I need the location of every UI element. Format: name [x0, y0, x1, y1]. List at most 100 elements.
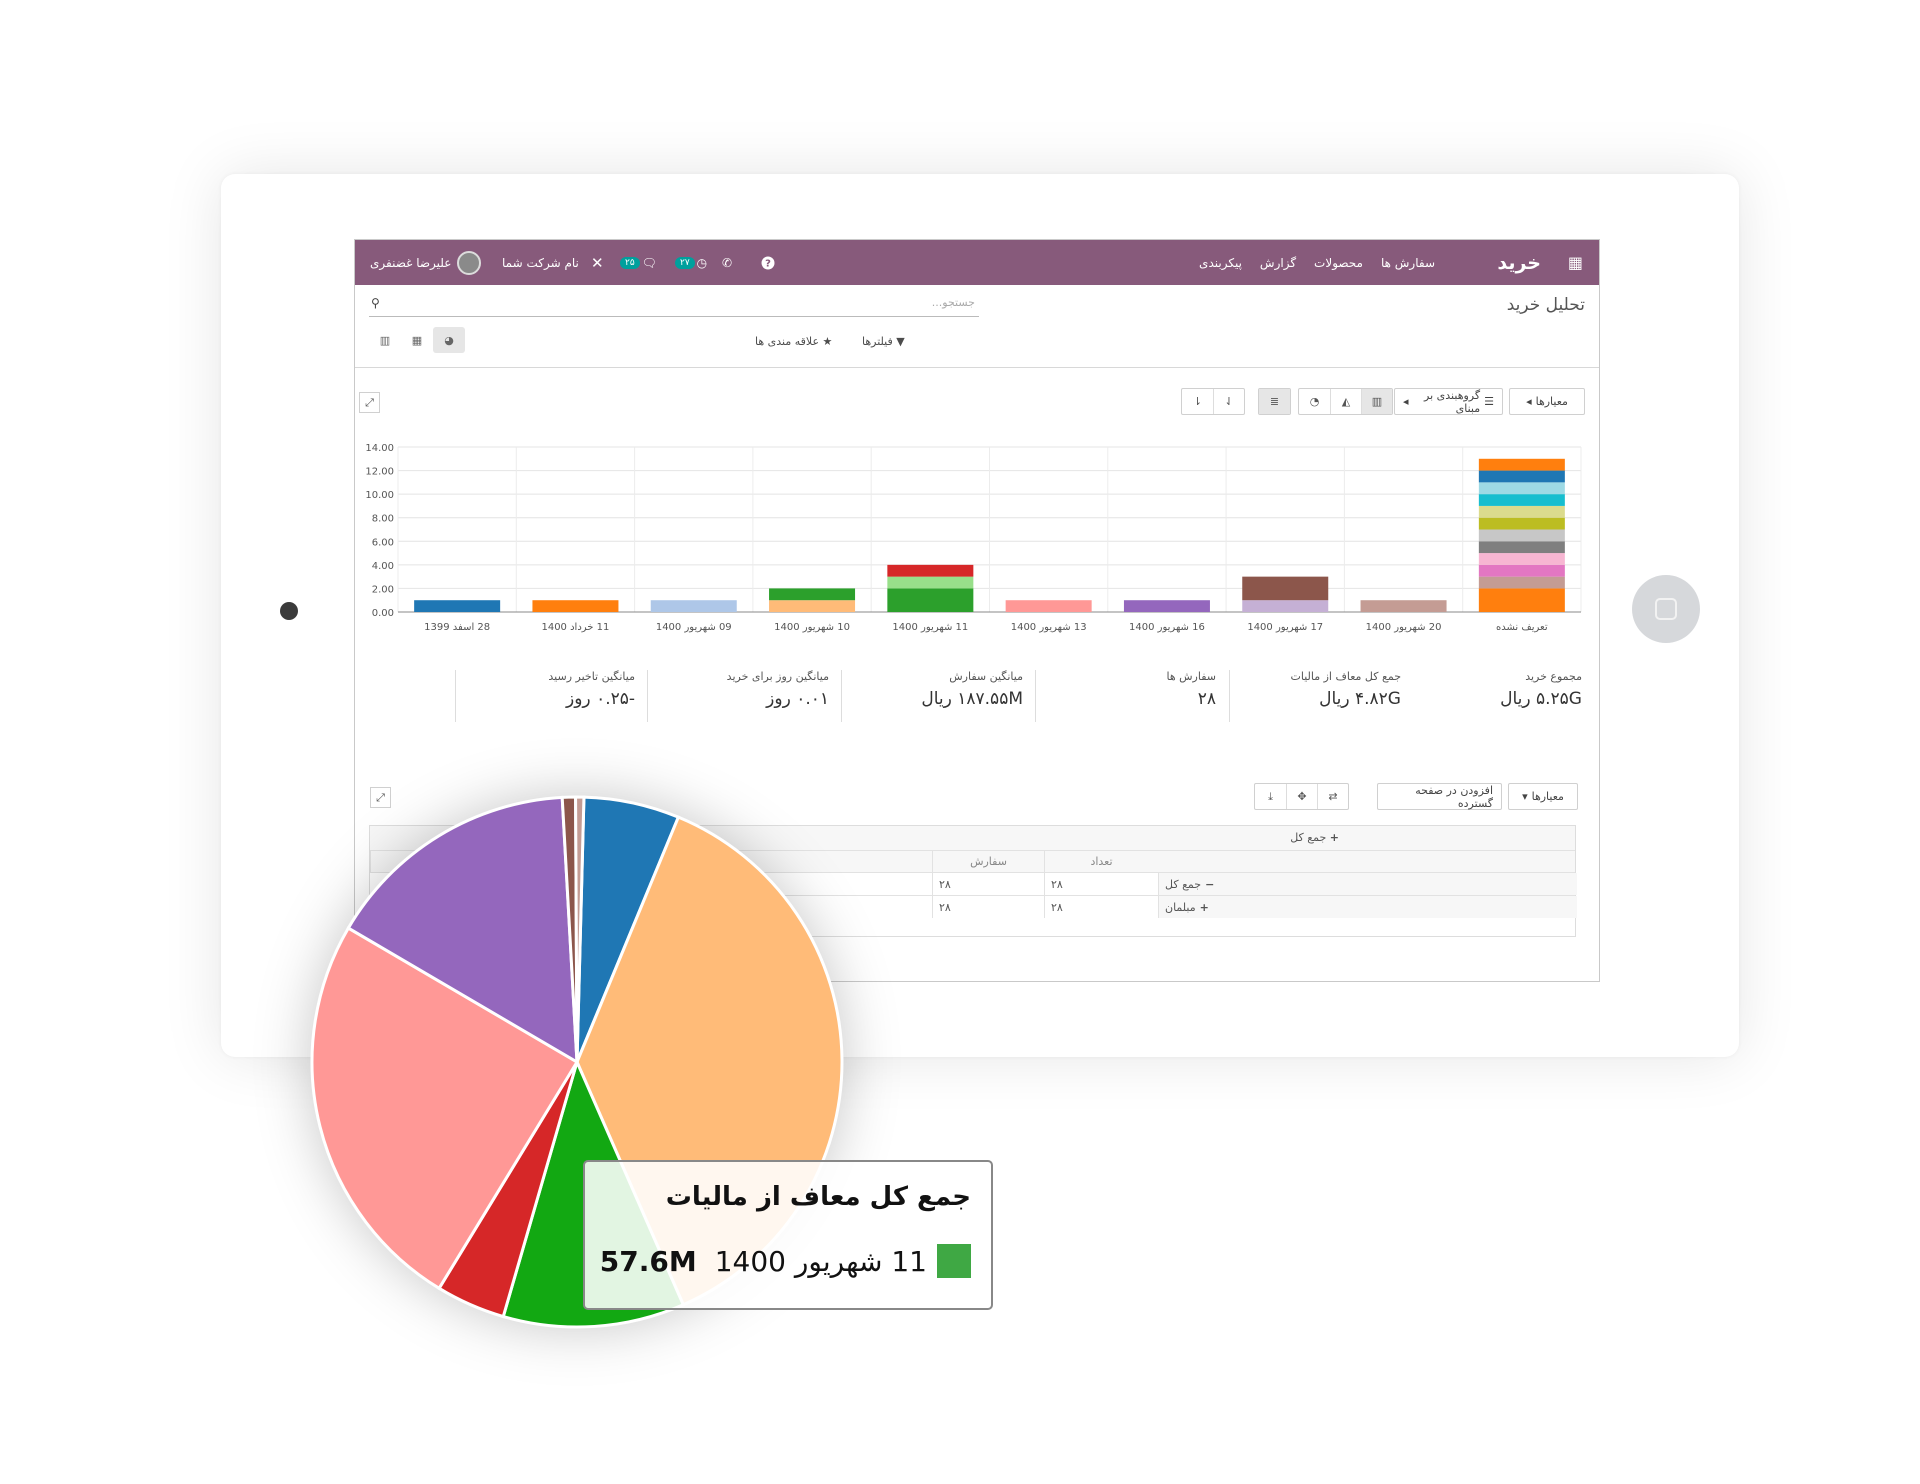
cell-qty: ۲۸	[1044, 873, 1158, 895]
menu-products[interactable]: محصولات	[1314, 255, 1363, 270]
app-brand[interactable]: خرید	[1497, 251, 1541, 274]
menu-orders[interactable]: سفارش ها	[1380, 255, 1435, 270]
close-icon[interactable]: ✕	[591, 253, 604, 272]
caret-left-icon: ◂	[1526, 395, 1532, 408]
bar-segment	[650, 600, 737, 612]
pivot-view-icon[interactable]: ▦	[411, 333, 423, 347]
pivot-expand-icon[interactable]: ⤢	[370, 787, 391, 808]
phone-icon[interactable]: ✆	[722, 255, 733, 270]
minus-icon: −	[1205, 877, 1215, 891]
tablet-camera	[280, 602, 298, 620]
pivot-actions-group: ⤓ ✥ ⇄	[1254, 783, 1349, 810]
kpi-label: میانگین سفارش	[949, 670, 1023, 683]
sort-desc-icon[interactable]: ⇂	[1192, 395, 1203, 408]
activity-button[interactable]: ۲۷ ◷	[675, 240, 707, 285]
col-header-orders: سفارش	[932, 851, 1044, 872]
insert-spreadsheet-label: افزودن در صفحه گسترده	[1415, 783, 1493, 810]
y-tick-label: 6.00	[372, 537, 394, 548]
kpi-value: -۰.۲۵ روز	[566, 689, 635, 709]
sort-asc-icon[interactable]: ⇃	[1213, 389, 1244, 414]
graph-measures-button[interactable]: معیارها ◂	[1509, 388, 1585, 415]
bar-chart-icon[interactable]: ▥	[1361, 389, 1392, 414]
kpi-label: مجموع خرید	[1525, 670, 1582, 683]
pie-slice	[574, 795, 586, 1063]
kpi-orders: سفارش ها ۲۸	[1035, 670, 1216, 722]
bar-segment	[1478, 470, 1565, 483]
kpi-value: ۵.۲۵G ریال	[1500, 689, 1582, 709]
expand-icon[interactable]: ⤢	[359, 392, 380, 413]
chat-icon: 🗨	[641, 255, 657, 270]
x-tick-label: 17 شهریور 1400	[1247, 622, 1323, 633]
bar-segment	[769, 588, 856, 601]
y-tick-label: 10.00	[365, 490, 394, 501]
kpi-value: ۴.۸۲G ریال	[1319, 689, 1401, 709]
tooltip-row: 11 شهریور 1400 57.6M	[600, 1244, 971, 1278]
pivot-col-total[interactable]: + جمع کل	[1290, 831, 1339, 844]
star-icon: ★	[822, 335, 833, 348]
bar-segment	[1478, 588, 1565, 612]
home-square-icon	[1655, 598, 1677, 620]
search-input[interactable]: ⚲ جستجو...	[369, 293, 979, 317]
bar-segment	[1005, 600, 1092, 612]
download-icon[interactable]: ⤓	[1268, 789, 1273, 803]
kpi-days-to-purchase: میانگین روز برای خرید ۰.۰۱ روز	[647, 670, 829, 722]
line-chart-icon[interactable]: ◭	[1330, 389, 1361, 414]
bar-segment	[1478, 541, 1565, 554]
cell-qty: ۲۸	[1044, 896, 1158, 918]
company-switcher[interactable]: نام شرکت شما	[502, 255, 579, 270]
view-switcher: ▥ ▦ ◕	[369, 327, 465, 353]
table-row: − جمع کل ۲۸ ۲۸	[370, 872, 1577, 895]
groupby-button[interactable]: ☰ گروهبندی بر مبنای ◂	[1394, 388, 1503, 415]
tooltip-label: 11 شهریور 1400	[714, 1244, 927, 1278]
kpi-value: ۱۸۷.۵۵M ریال	[921, 689, 1023, 709]
insert-spreadsheet-button[interactable]: افزودن در صفحه گسترده	[1377, 783, 1502, 810]
pie-chart-icon[interactable]: ◔	[1309, 395, 1320, 408]
groupby-label: گروهبندی بر مبنای	[1424, 388, 1481, 415]
pivot-col-total-label: جمع کل	[1290, 831, 1327, 844]
tooltip-swatch	[937, 1244, 971, 1278]
dashboard-view-icon[interactable]: ◕	[433, 327, 465, 353]
kpi-average-order: میانگین سفارش ۱۸۷.۵۵M ریال	[841, 670, 1023, 722]
bar-segment	[1478, 494, 1565, 506]
apps-grid-icon[interactable]: ▦	[1567, 253, 1583, 272]
row-header-total[interactable]: − جمع کل	[1158, 873, 1577, 895]
pie-slice	[310, 926, 580, 1291]
y-tick-label: 12.00	[365, 467, 394, 478]
bar-segment	[1478, 517, 1565, 530]
messages-button[interactable]: ۲۵ 🗨	[620, 240, 657, 285]
bar-segment	[414, 600, 501, 612]
menu-reporting[interactable]: گزارش	[1259, 255, 1297, 270]
table-row: + مبلمان ۲۸ ۲۸	[370, 895, 1577, 918]
favorites-button[interactable]: ★ علاقه مندی ها	[755, 335, 832, 348]
graph-view-icon[interactable]: ▥	[379, 333, 391, 347]
help-icon[interactable]: ?	[761, 240, 775, 285]
plus-icon: +	[1199, 900, 1209, 914]
search-placeholder: جستجو...	[931, 296, 975, 309]
row-header-furniture[interactable]: + مبلمان	[1158, 896, 1577, 918]
bar-segment	[1478, 505, 1565, 518]
tooltip-title: جمع کل معاف از مالیات	[665, 1182, 971, 1212]
main-menu: سفارش ها محصولات گزارش پیکربندی	[1199, 240, 1435, 285]
kpi-label: سفارش ها	[1166, 670, 1216, 683]
kpi-label: جمع کل معاف از مالیات	[1290, 670, 1401, 683]
tooltip-value: 57.6M	[599, 1244, 697, 1278]
expand-all-icon[interactable]: ✥	[1286, 784, 1317, 809]
filter-icon: ▼	[896, 335, 905, 348]
flip-axis-icon[interactable]: ⇄	[1317, 784, 1348, 809]
avatar	[457, 250, 482, 275]
filters-button[interactable]: ▼ فیلترها	[862, 335, 905, 348]
stacked-toggle: ≣	[1258, 388, 1291, 415]
x-tick-label: 16 شهریور 1400	[1129, 622, 1205, 633]
pie-slice	[346, 795, 579, 1065]
tablet-home-button[interactable]	[1632, 575, 1700, 643]
search-icon: ⚲	[371, 296, 380, 310]
stack-icon[interactable]: ≣	[1259, 389, 1290, 414]
y-tick-label: 8.00	[372, 514, 394, 525]
menu-configuration[interactable]: پیکربندی	[1199, 255, 1242, 270]
graph-measures-label: معیارها	[1535, 395, 1568, 408]
user-menu[interactable]: علیرضا غضنفری	[370, 240, 482, 285]
filters-label: فیلترها	[862, 335, 893, 348]
pivot-measures-button[interactable]: معیارها ▾	[1508, 783, 1578, 810]
x-tick-label: 11 خرداد 1400	[541, 622, 609, 633]
